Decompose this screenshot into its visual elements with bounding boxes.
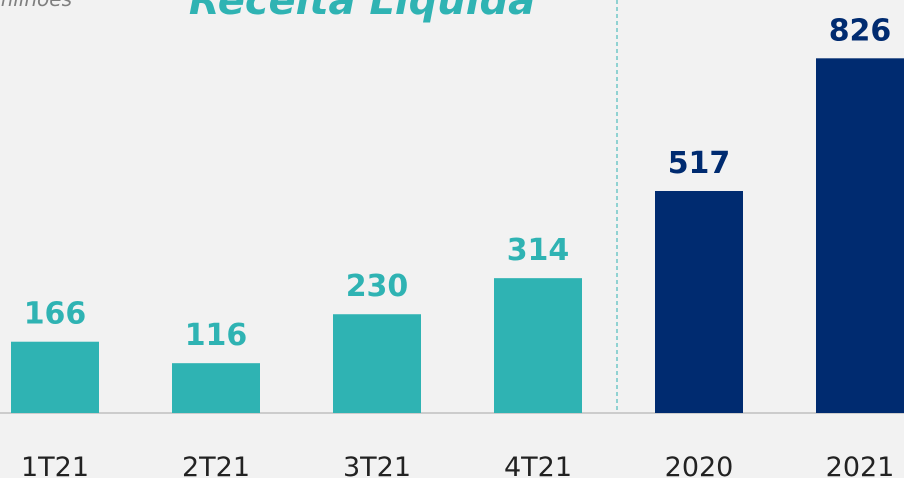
bar	[11, 341, 99, 413]
value-label: 116	[185, 318, 248, 353]
x-tick-label: 2T21	[182, 452, 250, 478]
chart-title: Receita Líquida	[189, 0, 535, 24]
bar	[333, 314, 421, 413]
chart-subtitle: R$ milhões	[0, 0, 72, 11]
bar	[172, 363, 260, 413]
x-tick-label: 4T21	[504, 452, 572, 478]
bar	[816, 58, 904, 414]
x-tick-label: 3T21	[343, 452, 411, 478]
value-label: 314	[507, 233, 570, 268]
value-label: 166	[24, 297, 87, 332]
x-tick-label: 2020	[665, 452, 734, 478]
bar	[655, 190, 743, 413]
x-tick-label: 2021	[826, 452, 895, 478]
x-tick-label: 1T21	[21, 452, 89, 478]
value-label: 230	[346, 269, 409, 304]
bar	[494, 278, 582, 413]
value-label: 826	[829, 13, 892, 48]
value-label: 517	[668, 146, 731, 181]
